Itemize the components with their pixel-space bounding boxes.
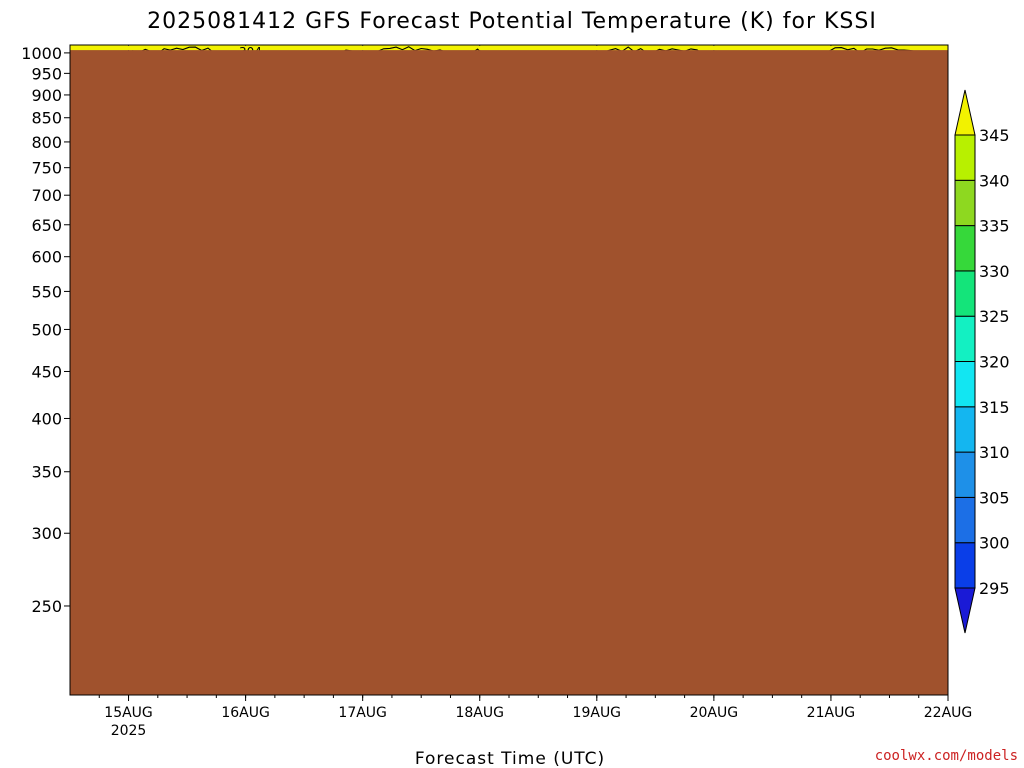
colorbar-segment bbox=[954, 406, 976, 453]
colorbar-tick-label: 325 bbox=[979, 307, 1010, 326]
y-axis: 250 300 350 400 450 500 550 600 650 700 750 800 850 9… bbox=[21, 44, 70, 616]
y-tick-label: 1000 bbox=[21, 44, 62, 63]
y-tick-label: 450 bbox=[31, 362, 62, 381]
colorbar: 295 300 305 310 315 320 325 330 335 340 345 bbox=[954, 89, 1010, 634]
y-tick-label: 700 bbox=[31, 186, 62, 205]
colorbar-segment bbox=[954, 451, 976, 498]
ground-surface bbox=[70, 50, 948, 695]
y-tick-label: 750 bbox=[31, 159, 62, 178]
credit-text: coolwx.com/models bbox=[875, 748, 1018, 764]
colorbar-extend-bottom bbox=[954, 587, 976, 634]
x-tick-label: 15AUG bbox=[104, 705, 153, 721]
x-tick-label: 21AUG bbox=[807, 705, 856, 721]
colorbar-tick-label: 345 bbox=[979, 126, 1010, 145]
y-tick-label: 400 bbox=[31, 409, 62, 428]
colorbar-tick-label: 330 bbox=[979, 262, 1010, 281]
y-tick-label: 600 bbox=[31, 248, 62, 267]
colorbar-segment bbox=[954, 542, 976, 589]
chart-title: 2025081412 GFS Forecast Potential Temper… bbox=[147, 9, 877, 34]
y-tick-label: 650 bbox=[31, 216, 62, 235]
colorbar-segment bbox=[954, 270, 976, 317]
colorbar-tick-label: 340 bbox=[979, 171, 1010, 190]
y-tick-label: 350 bbox=[31, 463, 62, 482]
colorbar-tick-label: 295 bbox=[979, 579, 1010, 598]
x-tick-label: 20AUG bbox=[690, 705, 739, 721]
x-tick-label: 16AUG bbox=[221, 705, 270, 721]
y-tick-label: 850 bbox=[31, 109, 62, 128]
y-tick-label: 550 bbox=[31, 282, 62, 301]
y-tick-label: 250 bbox=[31, 597, 62, 616]
y-tick-label: 500 bbox=[31, 320, 62, 339]
x-axis-label: Forecast Time (UTC) bbox=[415, 749, 605, 768]
colorbar-tick-label: 310 bbox=[979, 443, 1010, 462]
y-tick-label: 800 bbox=[31, 133, 62, 152]
plot-area: 3443443443443443403403403403403363363363… bbox=[70, 45, 948, 695]
y-tick-label: 300 bbox=[31, 524, 62, 543]
x-axis: 15AUG 2025 16AUG 17AUG 18AUG 19AUG 20AUG 21AUG 2… bbox=[98, 695, 973, 739]
colorbar-tick-label: 300 bbox=[979, 534, 1010, 553]
x-tick-year-label: 2025 bbox=[111, 723, 147, 739]
colorbar-segment bbox=[954, 225, 976, 272]
colorbar-tick-label: 320 bbox=[979, 353, 1010, 372]
colorbar-segment bbox=[954, 134, 976, 181]
colorbar-segment bbox=[954, 496, 976, 544]
y-tick-label: 900 bbox=[31, 86, 62, 105]
colorbar-tick-label: 315 bbox=[979, 398, 1010, 417]
x-tick-label: 22AUG bbox=[924, 705, 973, 721]
x-tick-label: 18AUG bbox=[455, 705, 504, 721]
y-tick-label: 950 bbox=[31, 64, 62, 83]
colorbar-tick-label: 335 bbox=[979, 217, 1010, 236]
colorbar-extend-top bbox=[954, 89, 976, 136]
colorbar-segment bbox=[954, 179, 976, 227]
x-tick-label: 19AUG bbox=[573, 705, 622, 721]
colorbar-segment bbox=[954, 361, 976, 408]
colorbar-tick-label: 305 bbox=[979, 488, 1010, 507]
colorbar-segment bbox=[954, 315, 976, 363]
x-tick-label: 17AUG bbox=[338, 705, 387, 721]
